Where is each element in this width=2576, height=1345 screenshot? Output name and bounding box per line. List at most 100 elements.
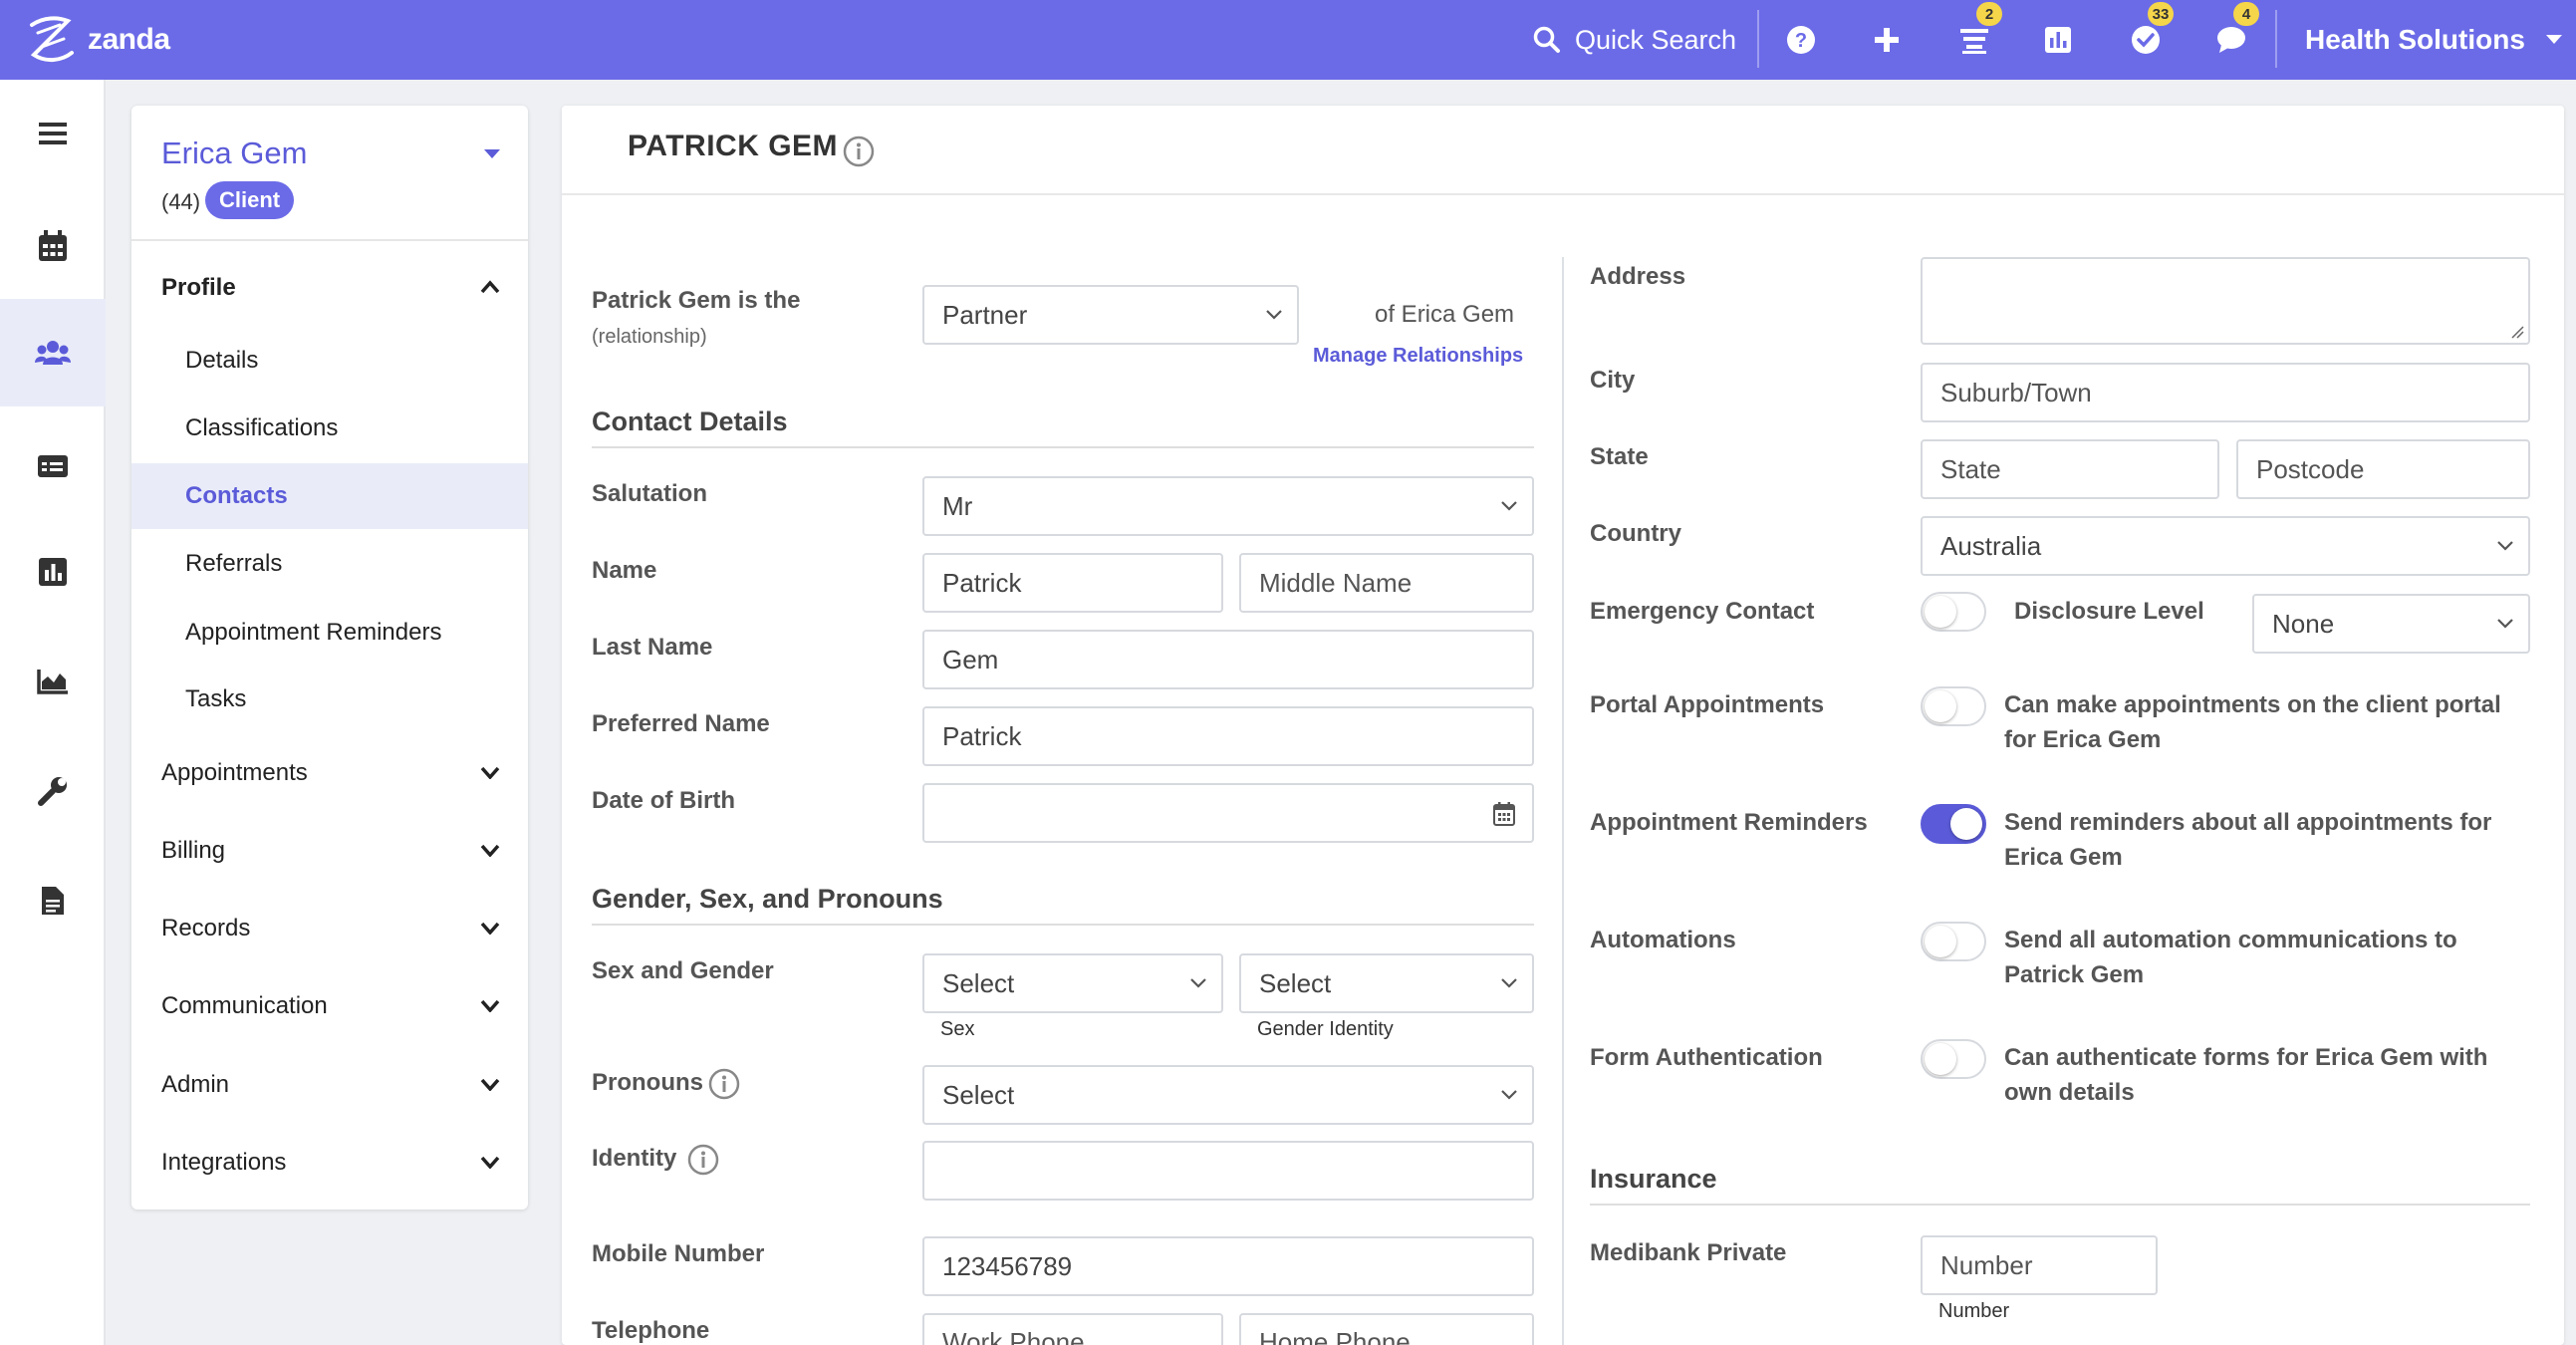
pronouns-info-icon[interactable] [708,1068,740,1100]
zanda-logo[interactable]: zanda [24,10,170,70]
pronouns-value: Select [942,1079,1015,1110]
country-label: Country [1590,520,1681,547]
resize-handle-icon[interactable] [2510,325,2524,339]
last-name-input[interactable]: Gem [922,630,1534,689]
home-phone-input[interactable]: Home Phone [1239,1313,1534,1345]
nav-section-billing[interactable]: Billing [131,821,528,881]
rail-calendar[interactable] [0,192,106,300]
date-of-birth-label: Date of Birth [592,787,735,814]
info-icon[interactable] [843,135,875,167]
client-side-nav: Erica Gem (44) Client Profile Details Cl… [131,106,528,1210]
first-name-input[interactable]: Patrick [922,553,1223,613]
middle-name-input[interactable]: Middle Name [1239,553,1534,613]
date-of-birth-input[interactable] [922,783,1534,843]
rail-analytics[interactable] [0,628,106,735]
toggle-knob [1925,926,1956,957]
rail-menu[interactable] [0,80,106,187]
gender-identity-select[interactable]: Select [1239,953,1534,1013]
menu-icon [39,123,67,144]
last-name-label: Last Name [592,634,713,661]
mobile-number-input[interactable]: 123456789 [922,1236,1534,1296]
chevron-down-icon [480,844,500,857]
country-select[interactable]: Australia [1921,516,2530,576]
help-button[interactable]: ? [1771,0,1831,80]
name-label: Name [592,557,657,584]
chevron-down-icon [1190,978,1206,988]
postcode-input[interactable]: Postcode [2236,439,2530,499]
calendar-icon[interactable] [1492,801,1516,827]
messages-badge: 4 [2233,2,2259,26]
rail-reports[interactable] [0,518,106,626]
pronouns-select[interactable]: Select [922,1065,1534,1125]
disclosure-level-select[interactable]: None [2252,594,2530,654]
rail-settings[interactable] [0,737,106,845]
nav-section-integrations[interactable]: Integrations [131,1133,528,1193]
rail-billing[interactable] [0,412,106,520]
appointment-reminders-toggle[interactable] [1921,804,1986,844]
work-phone-input[interactable]: Work Phone [922,1313,1223,1345]
nav-item-classifications[interactable]: Classifications [131,396,528,461]
nav-item-appointment-reminders[interactable]: Appointment Reminders [131,600,528,666]
reports-button[interactable] [2028,0,2088,80]
city-label: City [1590,367,1636,394]
nav-section-admin[interactable]: Admin [131,1055,528,1115]
salutation-select[interactable]: Mr [922,476,1534,536]
city-input[interactable]: Suburb/Town [1921,363,2530,422]
nav-section-profile[interactable]: Profile [131,258,528,318]
nav-item-label: Classifications [185,414,339,441]
nav-item-details[interactable]: Details [131,328,528,394]
form-authentication-label: Form Authentication [1590,1044,1823,1071]
nav-section-communication[interactable]: Communication [131,976,528,1036]
relationship-select[interactable]: Partner [922,285,1299,345]
relationship-value: Partner [942,299,1028,330]
sex-value: Select [942,967,1015,998]
chevron-down-icon [1266,310,1282,320]
nav-item-label: Tasks [185,685,247,712]
checklist-button[interactable]: 33 [2116,0,2176,80]
top-bar: zanda Quick Search ? 2 [0,0,2576,80]
rail-clients[interactable] [0,299,106,406]
client-count: (44) [161,189,201,214]
identity-input[interactable] [922,1141,1534,1201]
add-button[interactable] [1857,0,1917,80]
rail-documents[interactable] [0,847,106,954]
gender-section-heading: Gender, Sex, and Pronouns [592,884,943,914]
nav-item-label: Referrals [185,550,283,577]
client-type-badge: Client [205,181,295,219]
organization-switcher[interactable]: Health Solutions [2295,0,2564,80]
emergency-contact-toggle[interactable] [1921,592,1986,632]
address-textarea[interactable] [1921,257,2530,345]
portal-appointments-toggle[interactable] [1921,686,1986,726]
client-name[interactable]: Erica Gem [161,135,308,170]
form-authentication-toggle[interactable] [1921,1039,1986,1079]
identity-info-icon[interactable] [687,1144,719,1176]
state-input[interactable]: State [1921,439,2219,499]
nav-item-contacts[interactable]: Contacts [131,463,528,529]
nav-section-records[interactable]: Records [131,899,528,958]
nav-item-label: Details [185,347,259,374]
nav-item-referrals[interactable]: Referrals [131,531,528,597]
automations-description: Send all automation communications to Pa… [2004,927,2457,988]
state-placeholder: State [1940,453,2001,484]
medibank-number-input[interactable]: Number [1921,1235,2158,1295]
nav-item-tasks[interactable]: Tasks [131,667,528,732]
medibank-private-label: Medibank Private [1590,1239,1787,1266]
client-dropdown-icon[interactable] [484,149,500,158]
task-list-button[interactable]: 2 [1944,0,2004,80]
chevron-down-icon [1501,978,1517,988]
automations-toggle[interactable] [1921,922,1986,961]
quick-search-button[interactable]: Quick Search [1530,0,1739,80]
relationship-label: Patrick Gem is the [592,287,801,314]
manage-relationships-link[interactable]: Manage Relationships [1313,345,1524,367]
messages-button[interactable]: 4 [2201,0,2261,80]
section-divider [1590,1204,2530,1206]
preferred-name-input[interactable]: Patrick [922,706,1534,766]
nav-section-label: Records [161,915,251,942]
first-name-value: Patrick [942,567,1022,598]
postcode-placeholder: Postcode [2256,453,2365,484]
form-authentication-description: Can authenticate forms for Erica Gem wit… [2004,1044,2488,1106]
nav-section-appointments[interactable]: Appointments [131,743,528,803]
section-divider [592,446,1534,448]
sex-select[interactable]: Select [922,953,1223,1013]
middle-name-placeholder: Middle Name [1259,567,1413,598]
